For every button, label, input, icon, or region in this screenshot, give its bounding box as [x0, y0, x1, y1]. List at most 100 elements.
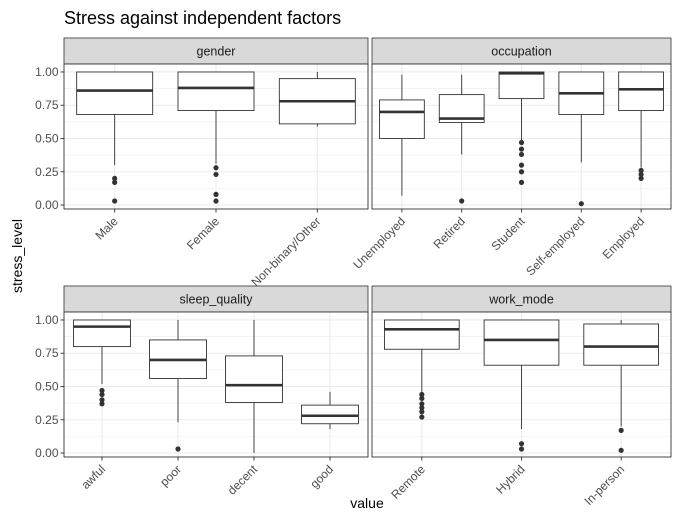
x-tick-label: Non-binary/Other [248, 214, 323, 289]
outlier-point [99, 391, 105, 398]
x-axis-title: value [350, 495, 384, 511]
box-Retired [438, 74, 485, 204]
y-tick-label: 1.00 [35, 313, 59, 327]
box-iqr [618, 71, 664, 112]
outlier-point [459, 198, 465, 204]
outlier-point [518, 179, 525, 185]
box-good [301, 391, 359, 430]
outlier-point [213, 198, 219, 204]
outlier-point [518, 169, 525, 175]
x-tick-label: Unemployed [350, 214, 408, 272]
y-tick-label: 0.75 [35, 98, 59, 112]
x-tick-label: Male [92, 214, 121, 243]
box-decent [225, 319, 283, 454]
y-tick-label: 0.00 [35, 446, 59, 460]
outlier-point [618, 427, 624, 433]
x-tick-label: Female [184, 214, 222, 252]
box-Employed [618, 71, 664, 182]
x-tick-label: Self-employed [523, 214, 587, 278]
x-tick-label: Remote [388, 462, 428, 502]
chart-title: Stress against independent factors [64, 8, 341, 28]
outlier-point [99, 387, 105, 394]
facet-strip [63, 37, 369, 65]
outlier-point [638, 171, 644, 178]
box-iqr [583, 323, 659, 366]
x-tick-label: Hybrid [493, 462, 527, 496]
box-iqr [301, 404, 359, 425]
x-tick-label: good [307, 462, 336, 491]
y-tick-label: 0.00 [35, 198, 59, 212]
outlier-point [112, 198, 118, 204]
outlier-point [518, 441, 525, 447]
facet-occupation: occupation Unemployed Retired StudentSelf-e… [350, 37, 672, 278]
box-Student [498, 71, 545, 185]
box-iqr [498, 71, 545, 100]
facet-sleep_quality: sleep_quality 0.00 0.25 0.50 0.75 1.00 awful po… [35, 285, 369, 498]
box-iqr [379, 99, 425, 139]
outlier-point [578, 201, 584, 207]
box-iqr [384, 319, 460, 350]
outlier-point [518, 162, 525, 168]
outlier-point [638, 167, 644, 174]
facet-strip-label: gender [197, 45, 236, 59]
outlier-point [638, 175, 644, 182]
box-poor [149, 319, 207, 452]
box-Non-binary/Other [278, 71, 356, 127]
facet-strip [371, 285, 672, 313]
x-tick-label: decent [225, 462, 261, 498]
facet-strip-label: work_mode [488, 293, 554, 307]
outlier-point [99, 401, 105, 407]
box-Hybrid [483, 319, 560, 452]
y-tick-label: 0.75 [35, 346, 59, 360]
facet-strip [371, 37, 672, 65]
outlier-point [518, 146, 525, 152]
box-iqr [73, 319, 131, 348]
facet-work_mode: work_mode Remote Hybrid In-person [371, 285, 672, 508]
facet-gender: gender 0.00 0.25 0.50 0.75 1.00 Male Female Non-… [35, 37, 369, 289]
box-Self-employed [558, 71, 605, 207]
outlier-point [175, 446, 181, 452]
box-In-person [583, 319, 659, 453]
outlier-point [213, 191, 219, 197]
box-iqr [225, 355, 283, 403]
box-iqr [76, 71, 154, 116]
box-Male [76, 71, 154, 204]
outlier-point [213, 171, 219, 178]
y-tick-label: 0.25 [35, 165, 59, 179]
outlier-point [518, 446, 525, 452]
y-axis-title: stress_level [9, 219, 25, 293]
facet-strip-label: sleep_quality [180, 293, 254, 307]
box-iqr [483, 319, 560, 366]
outlier-point [419, 414, 425, 420]
outlier-point [112, 175, 118, 182]
outlier-point [419, 409, 425, 415]
facet-strip-label: occupation [491, 45, 552, 59]
y-tick-label: 0.25 [35, 413, 59, 427]
facet-panels: gender 0.00 0.25 0.50 0.75 1.00 Male Female Non-… [35, 37, 672, 508]
outlier-point [112, 179, 118, 185]
outlier-point [419, 405, 425, 411]
y-tick-label: 0.50 [35, 379, 59, 393]
box-Unemployed [379, 74, 425, 196]
y-tick-label: 0.50 [35, 131, 59, 145]
outlier-point [518, 151, 525, 158]
outlier-point [99, 397, 105, 403]
box-awful [73, 319, 131, 407]
outlier-point [618, 447, 624, 453]
outlier-point [419, 391, 425, 398]
x-tick-label: poor [157, 462, 184, 489]
x-tick-label: Employed [600, 214, 648, 262]
outlier-point [518, 139, 525, 146]
box-Female [177, 71, 255, 204]
facet-strip [63, 285, 369, 313]
x-tick-label: In-person [582, 462, 628, 508]
outlier-point [213, 165, 219, 171]
outlier-point [419, 395, 425, 402]
x-tick-label: awful [78, 462, 108, 492]
outlier-point [419, 401, 425, 407]
x-tick-label: Student [488, 214, 528, 254]
box-Remote [384, 319, 460, 420]
y-tick-label: 1.00 [35, 65, 59, 79]
box-iqr [177, 71, 255, 112]
